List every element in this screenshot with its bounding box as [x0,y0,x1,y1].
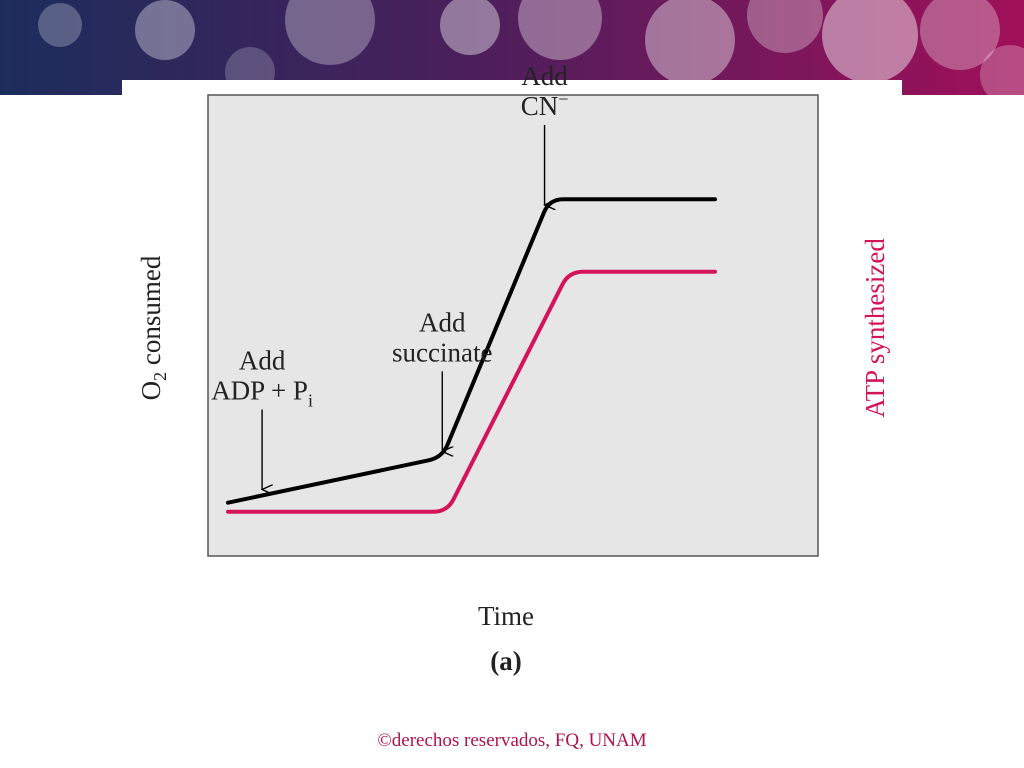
panel-label: (a) [490,646,521,676]
decorative-banner [0,0,1024,95]
y-axis-label-main: O [136,381,166,401]
bokeh-circle [135,0,195,60]
y-axis-label-left: O2 consumed [136,255,170,400]
annotation-label-line1: Add [419,307,466,337]
bokeh-circle [822,0,918,83]
annotation-label-subscript: i [308,390,313,410]
plot-area [207,94,819,557]
bokeh-circle [38,3,82,47]
o2-consumed-line [226,197,717,505]
x-axis-label: Time [478,601,534,631]
annotation-label-line2: succinate [392,337,492,367]
annotation-label-superscript: − [558,89,568,109]
bokeh-circle [747,0,823,53]
atp-synthesized-line [226,269,717,514]
bokeh-circle [440,0,500,55]
annotation-label-line2: ADP + Pi [211,375,313,410]
annotation-label-main: ADP + P [211,375,308,405]
copyright-footer: ©derechos reservados, FQ, UNAM [377,730,647,751]
annotation-label-line2: CN− [521,89,569,121]
annotation-label-main: succinate [392,337,492,367]
bokeh-circle [980,45,1024,95]
y-axis-label-right: ATP synthesized [860,238,890,418]
annotation-label-line1: Add [239,345,286,375]
annotation-label-line1: Add [521,61,568,91]
annotation-label-main: CN [521,91,559,121]
bokeh-circle [645,0,735,85]
bokeh-circle [285,0,375,65]
y-axis-label-rest: consumed [136,255,166,372]
y-axis-label-subscript: 2 [150,372,170,381]
bokeh-circle [518,0,602,60]
bokeh-circle [920,0,1000,70]
